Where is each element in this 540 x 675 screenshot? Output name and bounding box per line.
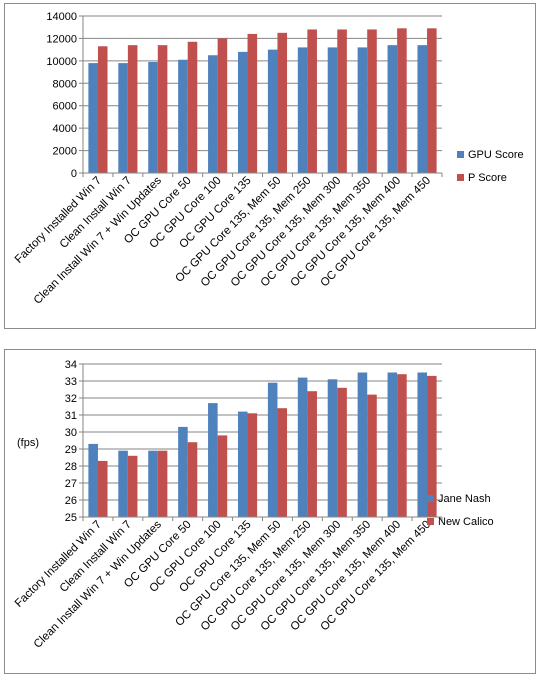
bar-p-score bbox=[397, 28, 407, 174]
bar-new-calico bbox=[307, 391, 317, 517]
bar-jane-nash bbox=[88, 443, 98, 517]
bar-jane-nash bbox=[417, 372, 428, 517]
y-tick-label: 4000 bbox=[53, 123, 77, 135]
bar-new-calico bbox=[97, 460, 108, 517]
legend-swatch bbox=[457, 151, 464, 158]
bar-new-calico bbox=[367, 394, 377, 517]
bar-p-score bbox=[187, 41, 198, 173]
bar-jane-nash bbox=[178, 426, 188, 517]
bar-jane-nash bbox=[148, 450, 158, 517]
y-tick-label: 14000 bbox=[46, 11, 77, 23]
bar-jane-nash bbox=[357, 372, 368, 517]
x-tick-label: Clean Install Win 7 + Win Updates bbox=[32, 518, 164, 650]
bar-gpu-score bbox=[417, 45, 428, 173]
bar-p-score bbox=[97, 46, 108, 173]
legend-swatch bbox=[457, 174, 464, 181]
bar-p-score bbox=[307, 29, 317, 174]
y-tick-label: 26 bbox=[65, 495, 77, 507]
y-tick-label: 31 bbox=[65, 410, 77, 422]
bar-p-score bbox=[157, 45, 168, 173]
x-tick-label: Clean Install Win 7 + Win Updates bbox=[32, 174, 164, 306]
bar-gpu-score bbox=[237, 51, 248, 174]
bar-new-calico bbox=[277, 408, 288, 517]
bar-gpu-score bbox=[267, 49, 278, 174]
legend-swatch bbox=[427, 495, 434, 502]
bar-jane-nash bbox=[208, 403, 218, 517]
bar-gpu-score bbox=[208, 55, 218, 173]
bar-jane-nash bbox=[387, 372, 398, 517]
bar-gpu-score bbox=[327, 47, 338, 173]
y-tick-label: 29 bbox=[65, 444, 77, 456]
bar-jane-nash bbox=[297, 377, 308, 517]
fps-chart: 25 26 27 28 29 30 31 32 33 34 Factory Installed Wi… bbox=[4, 349, 536, 674]
bar-new-calico bbox=[247, 413, 258, 517]
bar-gpu-score bbox=[148, 61, 158, 173]
y-tick-label: 10000 bbox=[46, 56, 77, 68]
y-tick-label: 28 bbox=[65, 461, 77, 473]
bar-p-score bbox=[127, 45, 138, 173]
legend-label: Jane Nash bbox=[438, 493, 491, 505]
y-tick-label: 33 bbox=[65, 376, 77, 388]
y-tick-label: 0 bbox=[71, 168, 77, 180]
y-tick-label: 32 bbox=[65, 393, 77, 405]
legend-label: GPU Score bbox=[468, 149, 524, 161]
legend-swatch bbox=[427, 518, 434, 525]
bar-gpu-score bbox=[357, 47, 368, 173]
bar-p-score bbox=[427, 28, 437, 174]
legend-label: P Score bbox=[468, 172, 507, 184]
x-tick-label: OC GPU Core 135, Mem 450 bbox=[318, 519, 433, 634]
bar-p-score bbox=[277, 32, 288, 173]
bar-new-calico bbox=[187, 442, 198, 517]
x-tick-label: OC GPU Core 135, Mem 350 bbox=[259, 519, 374, 634]
bar-gpu-score bbox=[387, 45, 398, 173]
y-tick-label: 27 bbox=[65, 478, 77, 490]
chart-svg: 02000400060008000100001200014000Factory … bbox=[13, 11, 524, 307]
bar-jane-nash bbox=[267, 382, 278, 517]
bar-gpu-score bbox=[297, 47, 308, 173]
bar-new-calico bbox=[217, 435, 228, 517]
bar-p-score bbox=[247, 33, 258, 173]
bar-p-score bbox=[217, 38, 228, 173]
y-tick-label: 12000 bbox=[46, 33, 77, 45]
x-tick-label: OC GPU Core 135, Mem 400 bbox=[289, 519, 404, 634]
x-tick-label: OC GPU Core 135, Mem 350 bbox=[259, 175, 374, 290]
bar-jane-nash bbox=[237, 411, 248, 517]
bar-new-calico bbox=[337, 387, 347, 517]
y-tick-label: 2000 bbox=[53, 146, 77, 158]
y-tick-label: 25 bbox=[65, 512, 77, 524]
bar-jane-nash bbox=[327, 379, 338, 517]
gpu-score-chart: 0 2000 4000 6000 8000 10000 12000 14000 Factory … bbox=[4, 3, 536, 329]
bar-gpu-score bbox=[118, 63, 128, 173]
bar-p-score bbox=[367, 29, 377, 174]
y-tick-label: 8000 bbox=[53, 78, 77, 90]
y-axis-label: (fps) bbox=[17, 437, 39, 449]
bar-new-calico bbox=[427, 375, 437, 517]
y-tick-label: 6000 bbox=[53, 101, 77, 113]
legend-label: New Calico bbox=[438, 516, 494, 528]
bar-new-calico bbox=[397, 374, 407, 517]
bar-new-calico bbox=[157, 450, 168, 517]
bar-gpu-score bbox=[88, 63, 98, 173]
x-tick-label: OC GPU Core 135, Mem 400 bbox=[289, 175, 404, 290]
bar-gpu-score bbox=[178, 59, 188, 173]
bar-jane-nash bbox=[118, 450, 128, 517]
y-tick-label: 30 bbox=[65, 427, 77, 439]
bar-p-score bbox=[337, 29, 347, 174]
y-tick-label: 34 bbox=[65, 359, 77, 371]
x-tick-label: OC GPU Core 135, Mem 450 bbox=[318, 175, 433, 290]
bar-new-calico bbox=[127, 455, 138, 517]
